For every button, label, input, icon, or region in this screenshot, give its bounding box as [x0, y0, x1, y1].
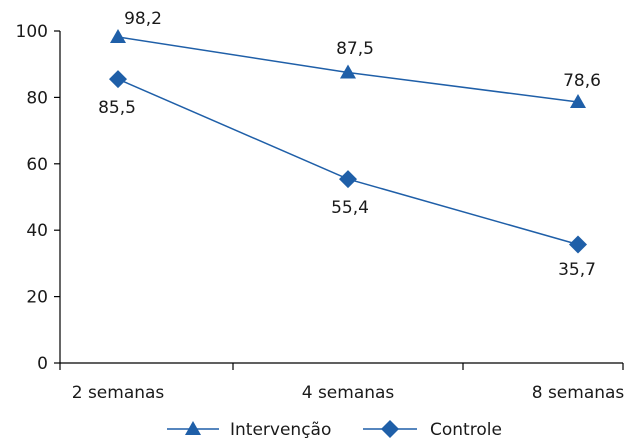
y-tick-label: 0: [37, 354, 48, 374]
y-tick-label: 80: [26, 88, 48, 108]
y-tick-label: 40: [26, 221, 48, 241]
data-label: 35,7: [558, 260, 596, 280]
data-label: 85,5: [98, 98, 136, 118]
data-label: 55,4: [331, 198, 369, 218]
x-tick-label: 2 semanas: [72, 383, 165, 403]
data-label: 87,5: [336, 39, 374, 59]
data-point-diamond: [569, 235, 587, 254]
x-tick-label: 8 semanas: [532, 383, 625, 403]
y-tick-label: 100: [16, 22, 48, 42]
data-point-triangle: [570, 94, 586, 109]
series-markers: [109, 28, 587, 254]
data-point-triangle: [340, 64, 356, 79]
x-tick-label: 4 semanas: [302, 383, 395, 403]
y-tick-label: 60: [26, 155, 48, 175]
data-labels: 98,2 87,5 78,6 85,5 55,4 35,7: [98, 9, 601, 280]
data-label: 98,2: [124, 9, 162, 29]
legend-label-controle: Controle: [430, 420, 502, 439]
legend-label-intervencao: Intervenção: [230, 420, 331, 439]
legend-triangle-icon: [185, 421, 201, 435]
axes: 0 20 40 60 80 100 2 semanas 4 semanas 8 semanas: [16, 22, 625, 403]
data-point-triangle: [110, 28, 126, 43]
data-point-diamond: [339, 170, 357, 189]
series-line-2: [117, 78, 579, 246]
data-point-diamond: [109, 70, 127, 89]
legend: Intervenção Controle: [167, 420, 502, 439]
data-label: 78,6: [563, 71, 601, 91]
y-tick-label: 20: [26, 288, 48, 308]
legend-diamond-icon: [381, 420, 399, 438]
